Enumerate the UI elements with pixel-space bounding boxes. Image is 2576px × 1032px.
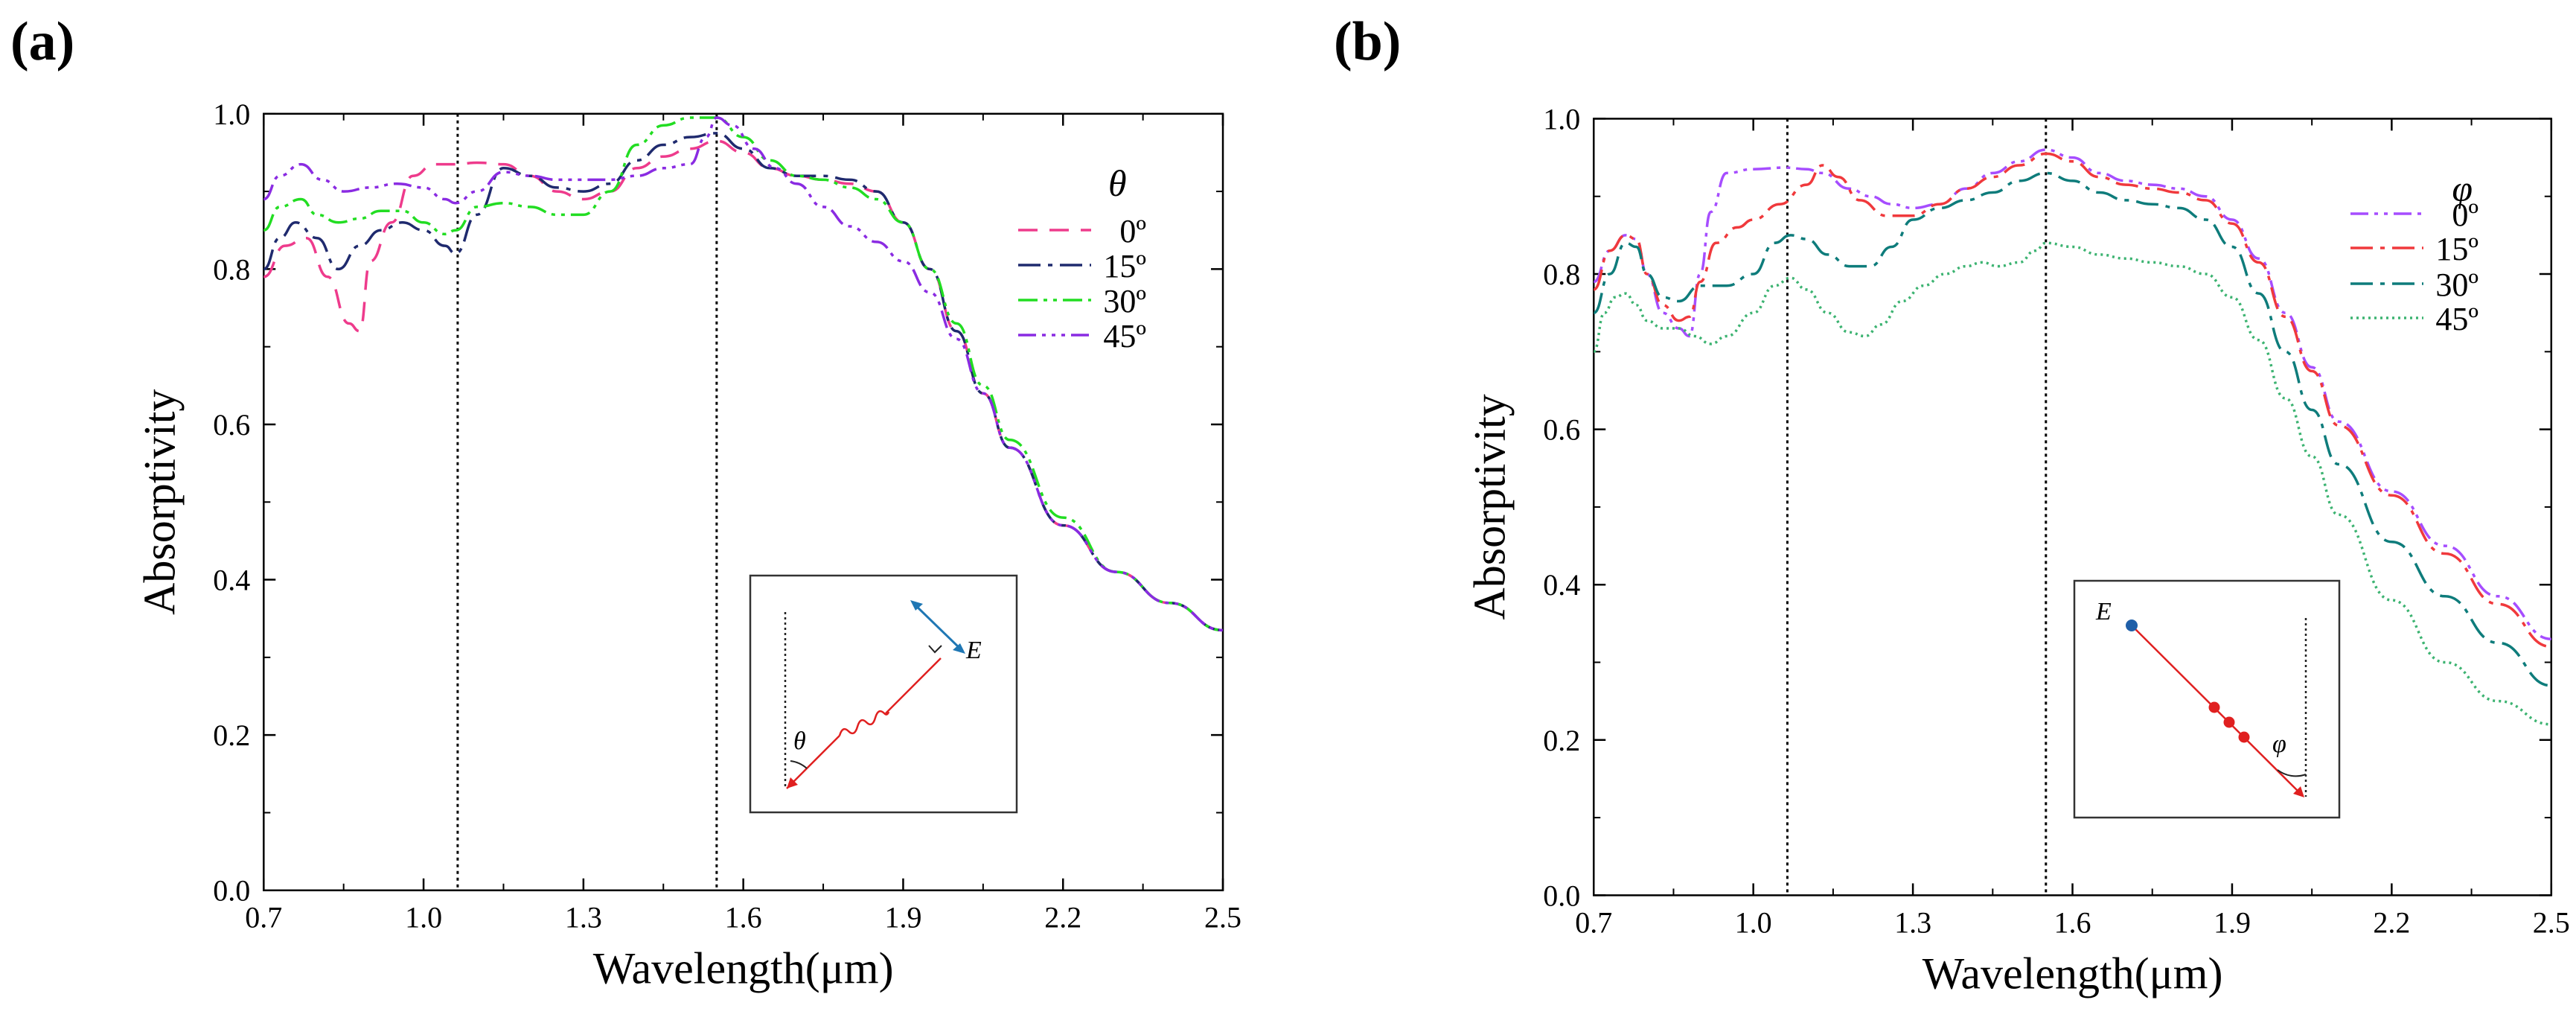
series-line-45deg [263,116,1224,632]
x-tick-label: 1.0 [405,901,442,934]
inset-incidence-diagram-b: φ E [2073,579,2341,819]
inset-pol-arrowhead-down-icon [953,643,965,654]
y-axis-title: Absorptivity [135,389,184,615]
inset-field-label-b: E [2095,598,2112,625]
x-tick-label: 1.0 [1735,905,1772,939]
legend-label: 30º [2435,267,2478,303]
y-tick-label: 0.0 [1543,879,1580,912]
y-tick-label: 0.8 [213,252,250,286]
x-axis-title: Wavelength(μm) [1923,949,2223,998]
legend-label: 0º [1119,213,1146,249]
inset-angle-label-b: φ [2272,730,2286,758]
inset-field-label-a: E [965,637,982,664]
y-tick-label: 0.2 [213,719,250,752]
inset-field-dot-icon [2208,701,2220,713]
inset-incidence-diagram-a: θ E [749,574,1018,814]
inset-frame [2073,579,2341,819]
series-line-30deg [263,116,1224,632]
inset-ray-upper [885,657,942,714]
y-tick-label: 0.2 [1543,724,1580,757]
legend-label: 45º [1103,318,1146,354]
y-axis-title: Absorptivity [1465,394,1514,619]
legend-label: 15º [2435,231,2478,267]
plot-frame [263,112,1224,891]
legend-label: 45º [2435,301,2478,337]
series-line-30deg [1593,171,2551,687]
inset-angle-label-a: θ [793,727,806,755]
y-tick-label: 0.0 [213,874,250,908]
inset-field-dot-icon [2238,731,2250,743]
series-line-15deg [263,132,1224,632]
plot-frame [1593,118,2553,896]
x-tick-label: 1.9 [2214,905,2251,939]
x-tick-label: 1.6 [2054,905,2091,939]
x-tick-label: 2.5 [1204,901,1241,934]
y-tick-label: 0.6 [213,408,250,442]
inset-frame [749,574,1018,814]
x-tick-label: 2.2 [2373,905,2410,939]
inset-wave-icon [838,710,890,736]
x-tick-label: 2.5 [2533,905,2570,939]
legend-title: θ [1108,162,1127,204]
x-tick-label: 0.7 [245,901,282,934]
inset-right-angle-mark [928,645,942,654]
panel-label-a: (a) [10,11,74,72]
inset-angle-arc [790,760,808,769]
x-axis-title: Wavelength(μm) [593,944,894,993]
x-tick-label: 1.9 [884,901,921,934]
series-line-45deg [1592,241,2551,726]
y-tick-label: 0.4 [213,564,250,597]
y-tick-label: 1.0 [1543,102,1580,136]
x-tick-label: 1.3 [565,901,602,934]
series-line-0deg [1593,148,2551,640]
legend-label: 30º [1103,283,1146,319]
inset-polarization-arrow [913,602,963,652]
inset-arrowhead-icon [787,777,798,789]
x-tick-label: 1.3 [1894,905,1931,939]
x-tick-label: 1.6 [725,901,762,934]
legend-title: φ [2452,168,2473,209]
panel-label-b: (b) [1334,11,1401,72]
inset-ray-lower [786,735,840,789]
chart-panel-a: 0.7 1.0 1.3 1.6 1.9 2.2 2.5 0.0 0.2 0.4 0.6 0.8 1.0 W… [135,98,1241,993]
inset-arrowhead-icon [2293,786,2304,797]
y-tick-label: 0.8 [1543,258,1580,291]
series-line-15deg [1593,152,2551,649]
legend-label: 15º [1103,248,1146,284]
inset-pol-arrowhead-up-icon [910,600,923,611]
series-line-0deg [263,139,1224,632]
x-tick-label: 2.2 [1044,901,1081,934]
x-tick-label: 0.7 [1575,905,1612,939]
chart-panel-b: 0.7 1.0 1.3 1.6 1.9 2.2 2.5 0.0 0.2 0.4 0.6 0.8 1.0 W… [1465,102,2570,998]
y-tick-label: 0.6 [1543,413,1580,447]
inset-field-dot-icon [2126,619,2138,631]
y-tick-label: 1.0 [213,98,250,131]
y-tick-label: 0.4 [1543,568,1580,602]
inset-angle-arc [2277,769,2307,777]
legend-label: 0º [2452,197,2478,233]
inset-field-dot-icon [2223,716,2235,728]
